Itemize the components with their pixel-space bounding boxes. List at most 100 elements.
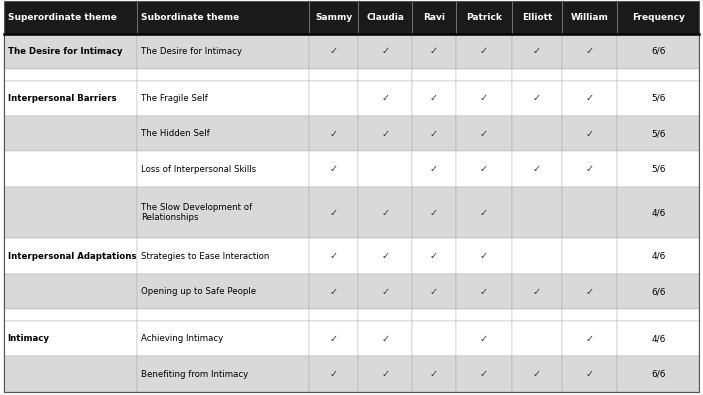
Text: 4/6: 4/6	[651, 334, 666, 343]
Text: Superordinate theme: Superordinate theme	[8, 13, 117, 22]
Text: ✓: ✓	[479, 369, 488, 379]
Text: ✓: ✓	[430, 369, 438, 379]
Bar	[512, 69, 562, 81]
Text: ✓: ✓	[330, 46, 338, 56]
Text: ✓: ✓	[479, 129, 488, 139]
Bar	[4, 81, 137, 116]
Text: ✓: ✓	[479, 46, 488, 56]
Bar	[562, 116, 617, 151]
Bar	[617, 81, 699, 116]
Bar	[359, 151, 412, 187]
Text: The Desire for Intimacy: The Desire for Intimacy	[141, 47, 243, 56]
Text: ✓: ✓	[430, 129, 438, 139]
Text: Interpersonal Adaptations: Interpersonal Adaptations	[8, 252, 136, 261]
Text: Opening up to Safe People: Opening up to Safe People	[141, 287, 257, 296]
Text: ✓: ✓	[586, 369, 594, 379]
Bar	[137, 239, 309, 274]
Bar	[309, 34, 359, 69]
Text: ✓: ✓	[381, 208, 389, 218]
Bar	[309, 1, 359, 34]
Bar	[456, 116, 512, 151]
Text: Interpersonal Barriers: Interpersonal Barriers	[8, 94, 117, 103]
Bar	[412, 151, 456, 187]
Bar	[412, 239, 456, 274]
Text: ✓: ✓	[381, 287, 389, 297]
Bar	[412, 69, 456, 81]
Bar	[512, 116, 562, 151]
Bar	[456, 81, 512, 116]
Text: ✓: ✓	[479, 334, 488, 344]
Bar	[562, 69, 617, 81]
Bar	[512, 239, 562, 274]
Text: ✓: ✓	[533, 164, 541, 174]
Bar	[4, 151, 137, 187]
Text: ✓: ✓	[330, 251, 338, 261]
Bar	[359, 116, 412, 151]
Bar	[4, 116, 137, 151]
Bar	[4, 239, 137, 274]
Bar	[309, 239, 359, 274]
Bar	[412, 116, 456, 151]
Text: ✓: ✓	[586, 46, 594, 56]
Text: ✓: ✓	[586, 334, 594, 344]
Bar	[562, 81, 617, 116]
Bar	[456, 151, 512, 187]
Text: 6/6: 6/6	[651, 287, 666, 296]
Text: 4/6: 4/6	[651, 252, 666, 261]
Bar	[617, 151, 699, 187]
Bar	[137, 81, 309, 116]
Bar	[412, 274, 456, 309]
Text: ✓: ✓	[430, 164, 438, 174]
Text: Achieving Intimacy: Achieving Intimacy	[141, 334, 224, 343]
Text: 4/6: 4/6	[651, 208, 666, 217]
Bar	[617, 239, 699, 274]
Bar	[137, 1, 309, 34]
Text: ✓: ✓	[533, 287, 541, 297]
Bar	[137, 34, 309, 69]
Text: ✓: ✓	[479, 251, 488, 261]
Bar	[359, 274, 412, 309]
Text: The Fragile Self: The Fragile Self	[141, 94, 208, 103]
Text: 5/6: 5/6	[651, 129, 666, 138]
Bar	[512, 309, 562, 321]
Bar	[617, 309, 699, 321]
Bar	[617, 116, 699, 151]
Text: Patrick: Patrick	[466, 13, 502, 22]
Bar	[512, 1, 562, 34]
Bar	[4, 34, 137, 69]
Bar	[4, 69, 137, 81]
Text: The Hidden Self: The Hidden Self	[141, 129, 210, 138]
Bar	[359, 1, 412, 34]
Bar	[562, 356, 617, 392]
Bar	[137, 116, 309, 151]
Text: ✓: ✓	[330, 287, 338, 297]
Text: ✓: ✓	[533, 93, 541, 103]
Bar	[562, 321, 617, 356]
Text: The Desire for Intimacy: The Desire for Intimacy	[8, 47, 122, 56]
Text: ✓: ✓	[586, 129, 594, 139]
Text: ✓: ✓	[381, 251, 389, 261]
Text: Elliott: Elliott	[522, 13, 552, 22]
Bar	[456, 356, 512, 392]
Bar	[617, 1, 699, 34]
Text: ✓: ✓	[586, 287, 594, 297]
Text: William: William	[571, 13, 609, 22]
Text: ✓: ✓	[381, 93, 389, 103]
Text: 6/6: 6/6	[651, 370, 666, 379]
Bar	[4, 1, 137, 34]
Bar	[412, 356, 456, 392]
Bar	[512, 274, 562, 309]
Bar	[562, 309, 617, 321]
Bar	[512, 34, 562, 69]
Bar	[456, 187, 512, 239]
Text: Strategies to Ease Interaction: Strategies to Ease Interaction	[141, 252, 270, 261]
Bar	[137, 151, 309, 187]
Bar	[562, 1, 617, 34]
Text: ✓: ✓	[381, 46, 389, 56]
Text: Intimacy: Intimacy	[8, 334, 50, 343]
Bar	[456, 1, 512, 34]
Text: 5/6: 5/6	[651, 165, 666, 174]
Bar	[4, 309, 137, 321]
Bar	[412, 81, 456, 116]
Bar	[309, 356, 359, 392]
